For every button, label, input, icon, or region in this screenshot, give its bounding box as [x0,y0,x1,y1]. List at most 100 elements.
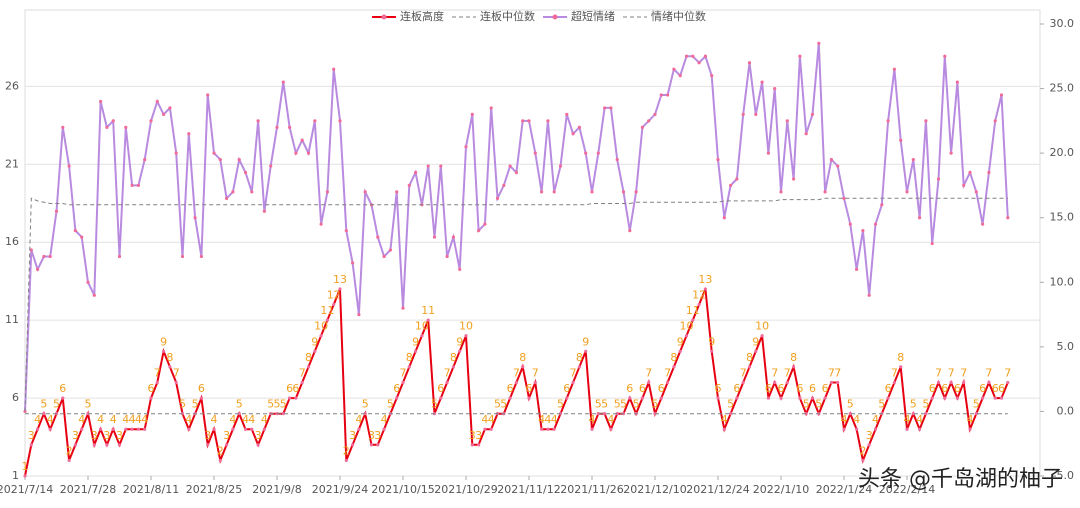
data-point [930,396,934,400]
data-point [527,119,531,123]
data-point [155,99,159,104]
data-point [432,235,437,239]
data-point [117,254,122,259]
data-label: 6 [954,382,961,395]
data-point [395,396,399,400]
data-point [426,164,430,168]
data-label: 5 [494,398,501,411]
data-point [357,427,361,431]
data-label: 6 [393,382,400,395]
data-point [873,222,878,226]
data-label: 5 [614,398,621,411]
data-point [735,177,739,181]
data-point [760,80,764,84]
x-tick-label: 2021/7/14 [0,483,53,496]
data-point [873,427,878,431]
data-label: 4 [721,413,728,426]
data-point [111,119,115,123]
data-point [99,99,103,104]
data-point [426,318,430,322]
data-point [672,67,676,71]
data-label: 11 [320,304,334,317]
x-tick-label: 2022/1/10 [753,483,809,496]
data-point [80,235,84,239]
data-point [987,380,991,385]
data-label: 3 [103,429,110,442]
data-label: 5 [595,398,602,411]
data-label: 8 [897,351,904,364]
data-point [193,216,197,220]
data-point [42,254,46,259]
data-label: 7 [740,366,747,379]
data-point [294,151,298,155]
data-label: 13 [333,273,347,286]
data-point [779,396,783,400]
data-label: 9 [582,335,589,348]
data-point [363,190,367,194]
data-label: 6 [286,382,293,395]
data-point [281,412,285,416]
data-label: 4 [78,413,85,426]
data-point [899,365,903,369]
data-label: 8 [670,351,677,364]
data-label: 5 [236,398,243,411]
data-label: 9 [677,335,684,348]
data-label: 5 [652,398,659,411]
data-point [451,365,455,369]
data-point [615,412,619,416]
data-point [451,235,455,239]
data-point [105,125,109,129]
data-label: 12 [692,289,706,302]
data-point [936,380,941,385]
data-point [911,412,915,416]
data-point [842,427,846,431]
data-point [212,151,216,155]
data-point [993,396,997,400]
data-label: 6 [507,382,514,395]
data-point [445,380,449,385]
y-tick-label: 6 [12,391,19,404]
data-label: 4 [34,413,41,426]
data-label: 5 [878,398,885,411]
data-point [848,222,852,226]
data-point [489,427,493,431]
data-point [212,427,216,431]
data-point [754,112,758,116]
data-label: 5 [192,398,199,411]
data-point [269,164,273,168]
data-point [250,427,254,431]
data-point [823,190,827,194]
data-point [936,177,941,181]
data-label: 7 [400,366,407,379]
data-point [729,183,733,188]
data-point [174,380,178,385]
data-point [294,396,298,400]
data-label: 10 [415,320,429,333]
data-label: 7 [299,366,306,379]
y2-tick-label: 5.0 [1057,340,1075,353]
data-point [395,190,399,194]
data-point [369,443,374,447]
data-point [836,164,840,168]
data-label: 10 [680,320,694,333]
data-label: 7 [570,366,577,379]
data-point [703,287,708,291]
data-point [999,396,1004,400]
data-point [162,112,166,116]
data-label: 9 [412,335,419,348]
data-point [810,396,815,400]
data-label: 3 [469,429,476,442]
data-point [546,119,550,123]
data-point [722,216,726,220]
data-point [414,170,418,175]
data-label: 5 [620,398,627,411]
data-point [804,412,808,416]
data-label: 7 [828,366,835,379]
data-point [521,119,525,123]
data-point [231,190,235,194]
data-point [565,396,569,400]
data-point [716,158,720,162]
data-label: 4 [135,413,142,426]
data-label: 4 [589,413,596,426]
